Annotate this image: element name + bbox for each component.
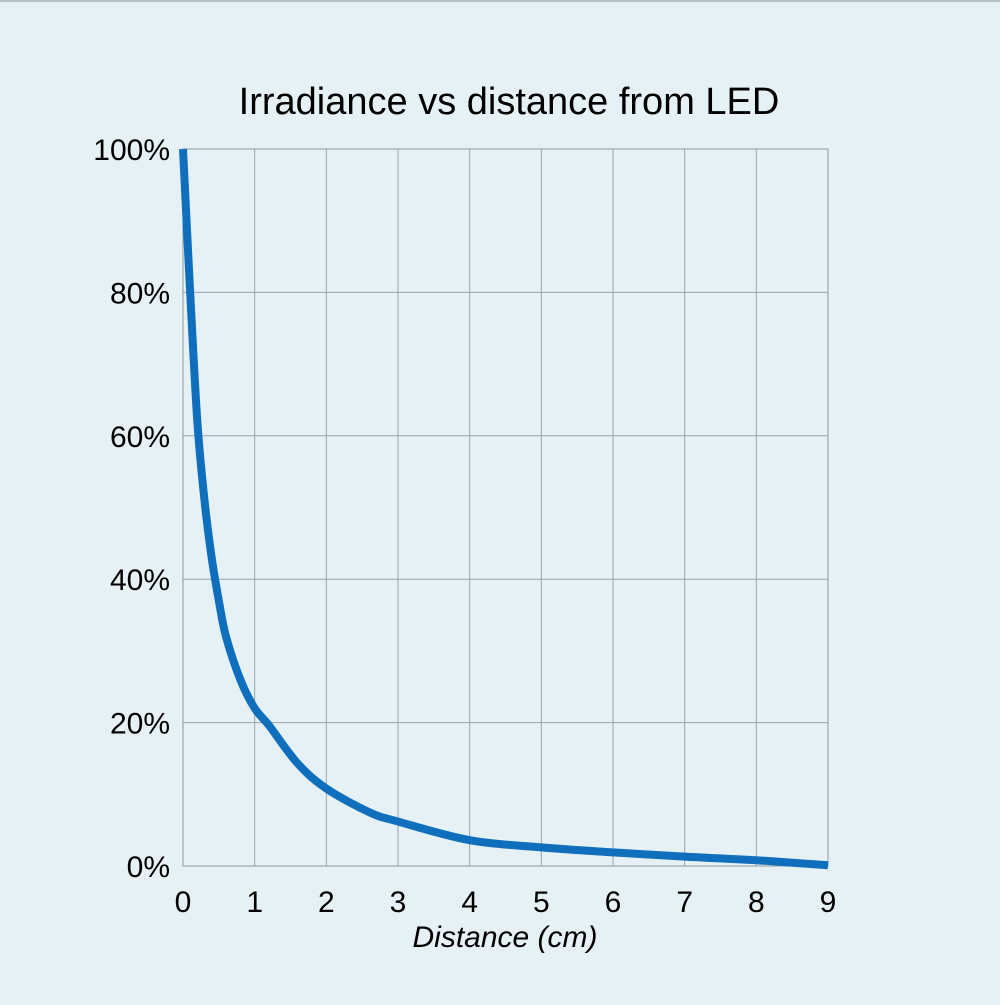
chart-title: Irradiance vs distance from LED [239, 81, 780, 123]
y-tick-label: 60% [110, 421, 170, 454]
x-tick-label: 2 [318, 886, 335, 919]
x-tick-label: 8 [748, 886, 765, 919]
x-tick-label: 0 [175, 886, 192, 919]
x-tick-label: 9 [820, 886, 837, 919]
plot-border [182, 148, 829, 867]
x-tick-label: 4 [461, 886, 478, 919]
y-tick-labels: 0% 20% 40% 60% 80% 100% [93, 134, 170, 884]
series-line [179, 148, 829, 870]
x-tick-labels: 0 1 2 3 4 5 6 7 8 9 [175, 886, 837, 919]
y-tick-label: 20% [110, 708, 170, 741]
x-tick-label: 7 [676, 886, 693, 919]
y-tick-label: 80% [110, 277, 170, 310]
y-tick-label: 0% [127, 851, 170, 884]
plot-area-border [182, 148, 829, 867]
x-tick-label: 3 [390, 886, 407, 919]
x-axis-label: Distance (cm) [412, 921, 597, 954]
series-layer [179, 148, 829, 870]
x-tick-label: 6 [605, 886, 622, 919]
y-tick-label: 100% [93, 134, 170, 167]
y-tick-label: 40% [110, 564, 170, 597]
grid [182, 148, 829, 867]
x-tick-label: 1 [246, 886, 263, 919]
x-tick-label: 5 [533, 886, 550, 919]
